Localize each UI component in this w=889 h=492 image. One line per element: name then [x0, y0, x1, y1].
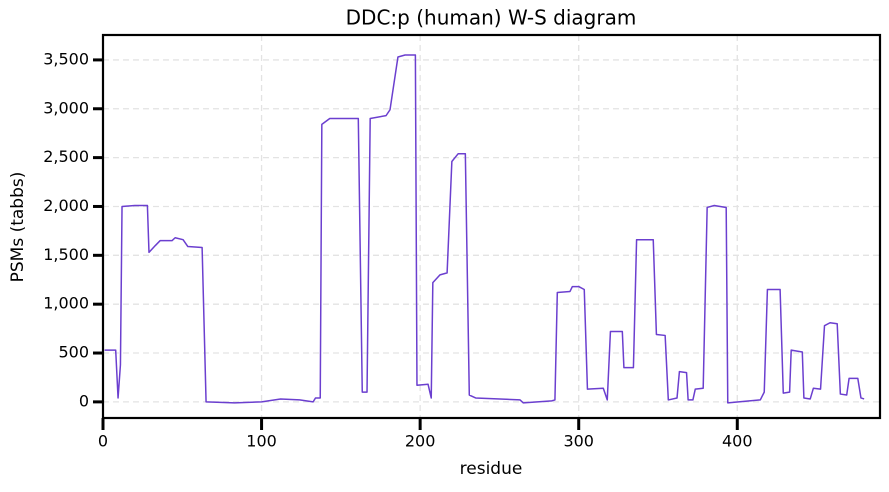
y-tick-label: 500	[58, 343, 89, 362]
y-tick-label: 2,500	[43, 147, 89, 166]
plot-frame	[101, 33, 882, 420]
x-tick-label: 200	[405, 432, 436, 451]
y-tick-label: 1,000	[43, 294, 89, 313]
y-axis-label: PSMs (tabbs)	[8, 172, 28, 283]
x-tick-label: 300	[563, 432, 594, 451]
chart-title: DDC:p (human) W-S diagram	[346, 6, 637, 30]
y-tick-label: 0	[79, 391, 89, 410]
x-tick-label: 400	[722, 432, 753, 451]
x-tick-label: 100	[246, 432, 277, 451]
y-tick-label: 3,000	[43, 98, 89, 117]
data-line	[104, 54, 865, 404]
x-axis-label: residue	[460, 459, 523, 479]
y-tick-label: 2,000	[43, 196, 89, 215]
y-tick-label: 1,500	[43, 245, 89, 264]
y-tick-label: 3,500	[43, 49, 89, 68]
x-tick-label: 0	[98, 432, 108, 451]
